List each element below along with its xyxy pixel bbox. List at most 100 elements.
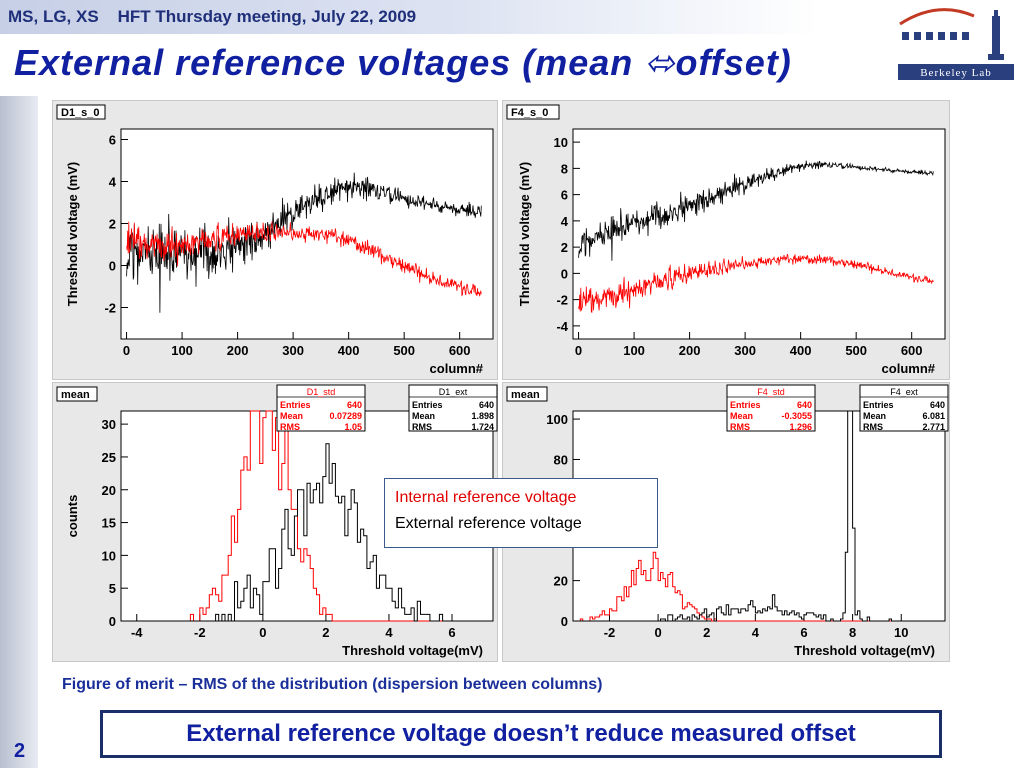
y-tick-label: -2: [556, 293, 568, 308]
double-arrow-icon: ⬄: [644, 42, 676, 83]
stats-key: Mean: [863, 411, 886, 421]
x-tick-label: 8: [849, 625, 856, 640]
stats-value: -0.3055: [781, 411, 812, 421]
plot-tag-box: [56, 386, 98, 402]
stats-key: Entries: [730, 400, 761, 410]
x-tick-label: 500: [845, 343, 867, 358]
stats-box-frame: [408, 384, 498, 432]
x-tick-label: -4: [131, 625, 143, 640]
stats-key: RMS: [412, 422, 432, 432]
stats-key: Entries: [280, 400, 311, 410]
x-tick-label: 400: [338, 343, 360, 358]
stats-value: 640: [797, 400, 812, 410]
x-tick-label: -2: [604, 625, 616, 640]
stats-value: 640: [930, 400, 945, 410]
stats-title: D1_std: [307, 387, 336, 397]
x-tick-label: 10: [894, 625, 908, 640]
x-axis-label: column#: [882, 361, 936, 376]
stats-value: 1.724: [471, 422, 494, 432]
stats-value: 0.07289: [329, 411, 362, 421]
plot-tag-box: [506, 386, 548, 402]
stats-key: RMS: [280, 422, 300, 432]
stats-key: RMS: [730, 422, 750, 432]
x-tick-label: 200: [679, 343, 701, 358]
stats-value: 2.771: [922, 422, 945, 432]
stats-box-d1_std: D1_std Entries 640 Mean 0.07289 RMS 1.05: [276, 384, 366, 432]
stats-box-d1_ext: D1_ext Entries 640 Mean 1.898 RMS 1.724: [408, 384, 498, 432]
y-tick-label: 20: [554, 574, 568, 589]
y-tick-label: 4: [561, 214, 569, 229]
stats-box-frame: [859, 384, 949, 432]
title-main: External reference voltages (mean: [14, 42, 645, 83]
title-end: offset): [675, 42, 792, 83]
left-accent-bar: [0, 96, 38, 768]
y-tick-label: 6: [109, 133, 116, 148]
plot-tag: F4_s_0: [511, 107, 548, 119]
stats-box-f4_std: F4_std Entries 640 Mean -0.3055 RMS 1.296: [726, 384, 816, 432]
y-tick-label: 2: [561, 240, 568, 255]
y-tick-label: 100: [546, 412, 568, 427]
stats-box-frame: [276, 384, 366, 432]
x-tick-label: 200: [227, 343, 249, 358]
stats-title: D1_ext: [439, 387, 468, 397]
y-tick-label: 4: [109, 175, 117, 190]
plot-f4-profile: F4_s_0 0 100 200 300 400 500 600 -4 -2 0 2 4 6 8 10 colu…: [502, 100, 950, 380]
plot-tag-box: [56, 104, 106, 120]
plot-tag: mean: [511, 389, 540, 401]
x-tick-label: 2: [322, 625, 329, 640]
y-tick-label: 0: [561, 266, 568, 281]
x-tick-label: -2: [194, 625, 206, 640]
plot-tag: mean: [61, 389, 90, 401]
x-axis-label: Threshold voltage(mV): [794, 643, 935, 658]
stats-key: Entries: [863, 400, 894, 410]
x-tick-label: 400: [790, 343, 812, 358]
x-tick-label: 100: [623, 343, 645, 358]
header-meeting: HFT Thursday meeting, July 22, 2009: [117, 7, 417, 26]
plot-tag-box: [506, 104, 560, 120]
histogram-external: [121, 443, 493, 622]
header-bar: [0, 0, 1024, 34]
y-tick-label: 25: [102, 450, 116, 465]
x-tick-label: 6: [448, 625, 455, 640]
x-tick-label: 0: [654, 625, 661, 640]
page-number: 2: [14, 740, 26, 762]
series-external-line: [126, 172, 482, 313]
stats-box-frame: [726, 384, 816, 432]
stats-key: Mean: [280, 411, 303, 421]
series-internal-line: [578, 253, 934, 314]
plot-d1-profile: D1_s_0 0 100 200 300 400 500 600 -2 0 2 4 6 column# Th…: [52, 100, 498, 380]
plot-area: [572, 128, 946, 340]
x-axis-label: column#: [430, 361, 484, 376]
plot-d1-histogram: mean -4 -2 0 2 4 6 0 5 10 15 20 25 30 Threshold voltag…: [52, 382, 498, 662]
x-tick-label: 2: [703, 625, 710, 640]
series-external-line: [578, 160, 934, 261]
x-tick-label: 0: [123, 343, 130, 358]
stats-title: F4_std: [757, 387, 785, 397]
x-tick-label: 600: [901, 343, 923, 358]
header-authors: MS, LG, XS: [8, 7, 99, 26]
stats-value: 640: [479, 400, 494, 410]
y-tick-label: -2: [104, 301, 116, 316]
y-tick-label: 0: [109, 259, 116, 274]
x-tick-label: 6: [800, 625, 807, 640]
x-tick-label: 300: [282, 343, 304, 358]
stats-value: 1.05: [344, 422, 362, 432]
stats-key: Mean: [412, 411, 435, 421]
berkeley-lab-logo: Berkeley Lab: [892, 2, 1020, 82]
plot-tag: D1_s_0: [61, 107, 100, 119]
x-tick-label: 100: [171, 343, 193, 358]
stats-value: 640: [347, 400, 362, 410]
x-tick-label: 300: [734, 343, 756, 358]
y-axis-label: counts: [65, 495, 80, 538]
page-title: External reference voltages (mean ⬄offse…: [14, 42, 792, 84]
y-tick-label: 80: [554, 452, 568, 467]
series-internal-line: [126, 221, 482, 297]
y-tick-label: 10: [102, 548, 116, 563]
y-tick-label: 20: [102, 483, 116, 498]
y-tick-label: 8: [561, 161, 568, 176]
x-tick-label: 4: [752, 625, 760, 640]
histogram-external: [573, 410, 945, 622]
y-tick-label: 10: [554, 135, 568, 150]
y-tick-label: 0: [561, 614, 568, 629]
stats-key: Entries: [412, 400, 443, 410]
